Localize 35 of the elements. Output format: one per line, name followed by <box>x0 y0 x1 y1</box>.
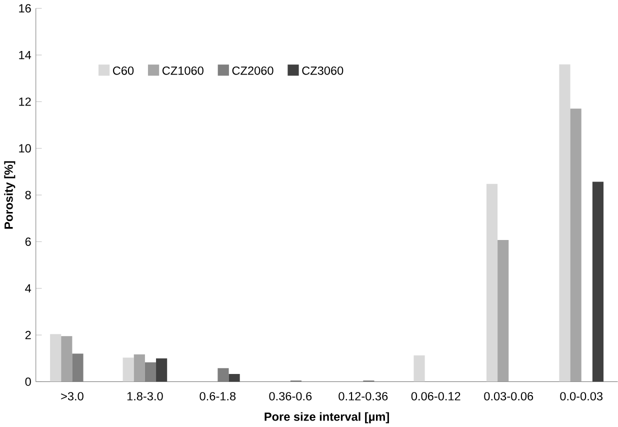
bar <box>486 184 498 382</box>
bar <box>156 358 168 382</box>
legend-label: CZ3060 <box>302 66 344 75</box>
bar <box>134 354 145 382</box>
y-tick-label: 14 <box>19 50 32 59</box>
y-tick-label: 16 <box>19 4 31 12</box>
y-tick-label: 4 <box>25 284 32 292</box>
x-tick-label: 0.6-1.8 <box>200 392 236 400</box>
x-tick-label: 0.0-0.03 <box>560 392 603 400</box>
legend-label: CZ2060 <box>232 66 274 75</box>
bar <box>570 108 582 382</box>
y-tick-label: 0 <box>25 377 31 386</box>
bar <box>122 357 134 382</box>
y-tick-label: 8 <box>25 190 31 200</box>
bar <box>559 64 570 382</box>
y-tick-label: 2 <box>25 330 31 339</box>
bar <box>228 374 240 382</box>
bar <box>592 182 604 382</box>
x-tick-label: 0.03-0.06 <box>484 392 534 400</box>
y-tick-label: 10 <box>19 144 31 152</box>
y-tick-label: 6 <box>25 237 31 246</box>
x-tick-label: >3.0 <box>61 392 84 400</box>
x-tick-label: 0.06-0.12 <box>411 392 460 400</box>
bar <box>61 336 72 382</box>
bar <box>414 355 425 382</box>
x-tick-label: 0.36-0.6 <box>269 392 312 400</box>
y-tick-label: 12 <box>19 97 31 106</box>
legend-label: CZ1060 <box>162 66 204 75</box>
legend-label: C60 <box>113 66 134 75</box>
x-axis-title: Pore size interval [µm] <box>264 412 389 424</box>
x-tick-label: 1.8-3.0 <box>127 392 163 400</box>
bar <box>498 240 509 382</box>
bar <box>50 334 62 382</box>
x-tick-label: 0.12-0.36 <box>338 392 388 400</box>
y-axis-title: Porosity [%] <box>4 161 16 229</box>
